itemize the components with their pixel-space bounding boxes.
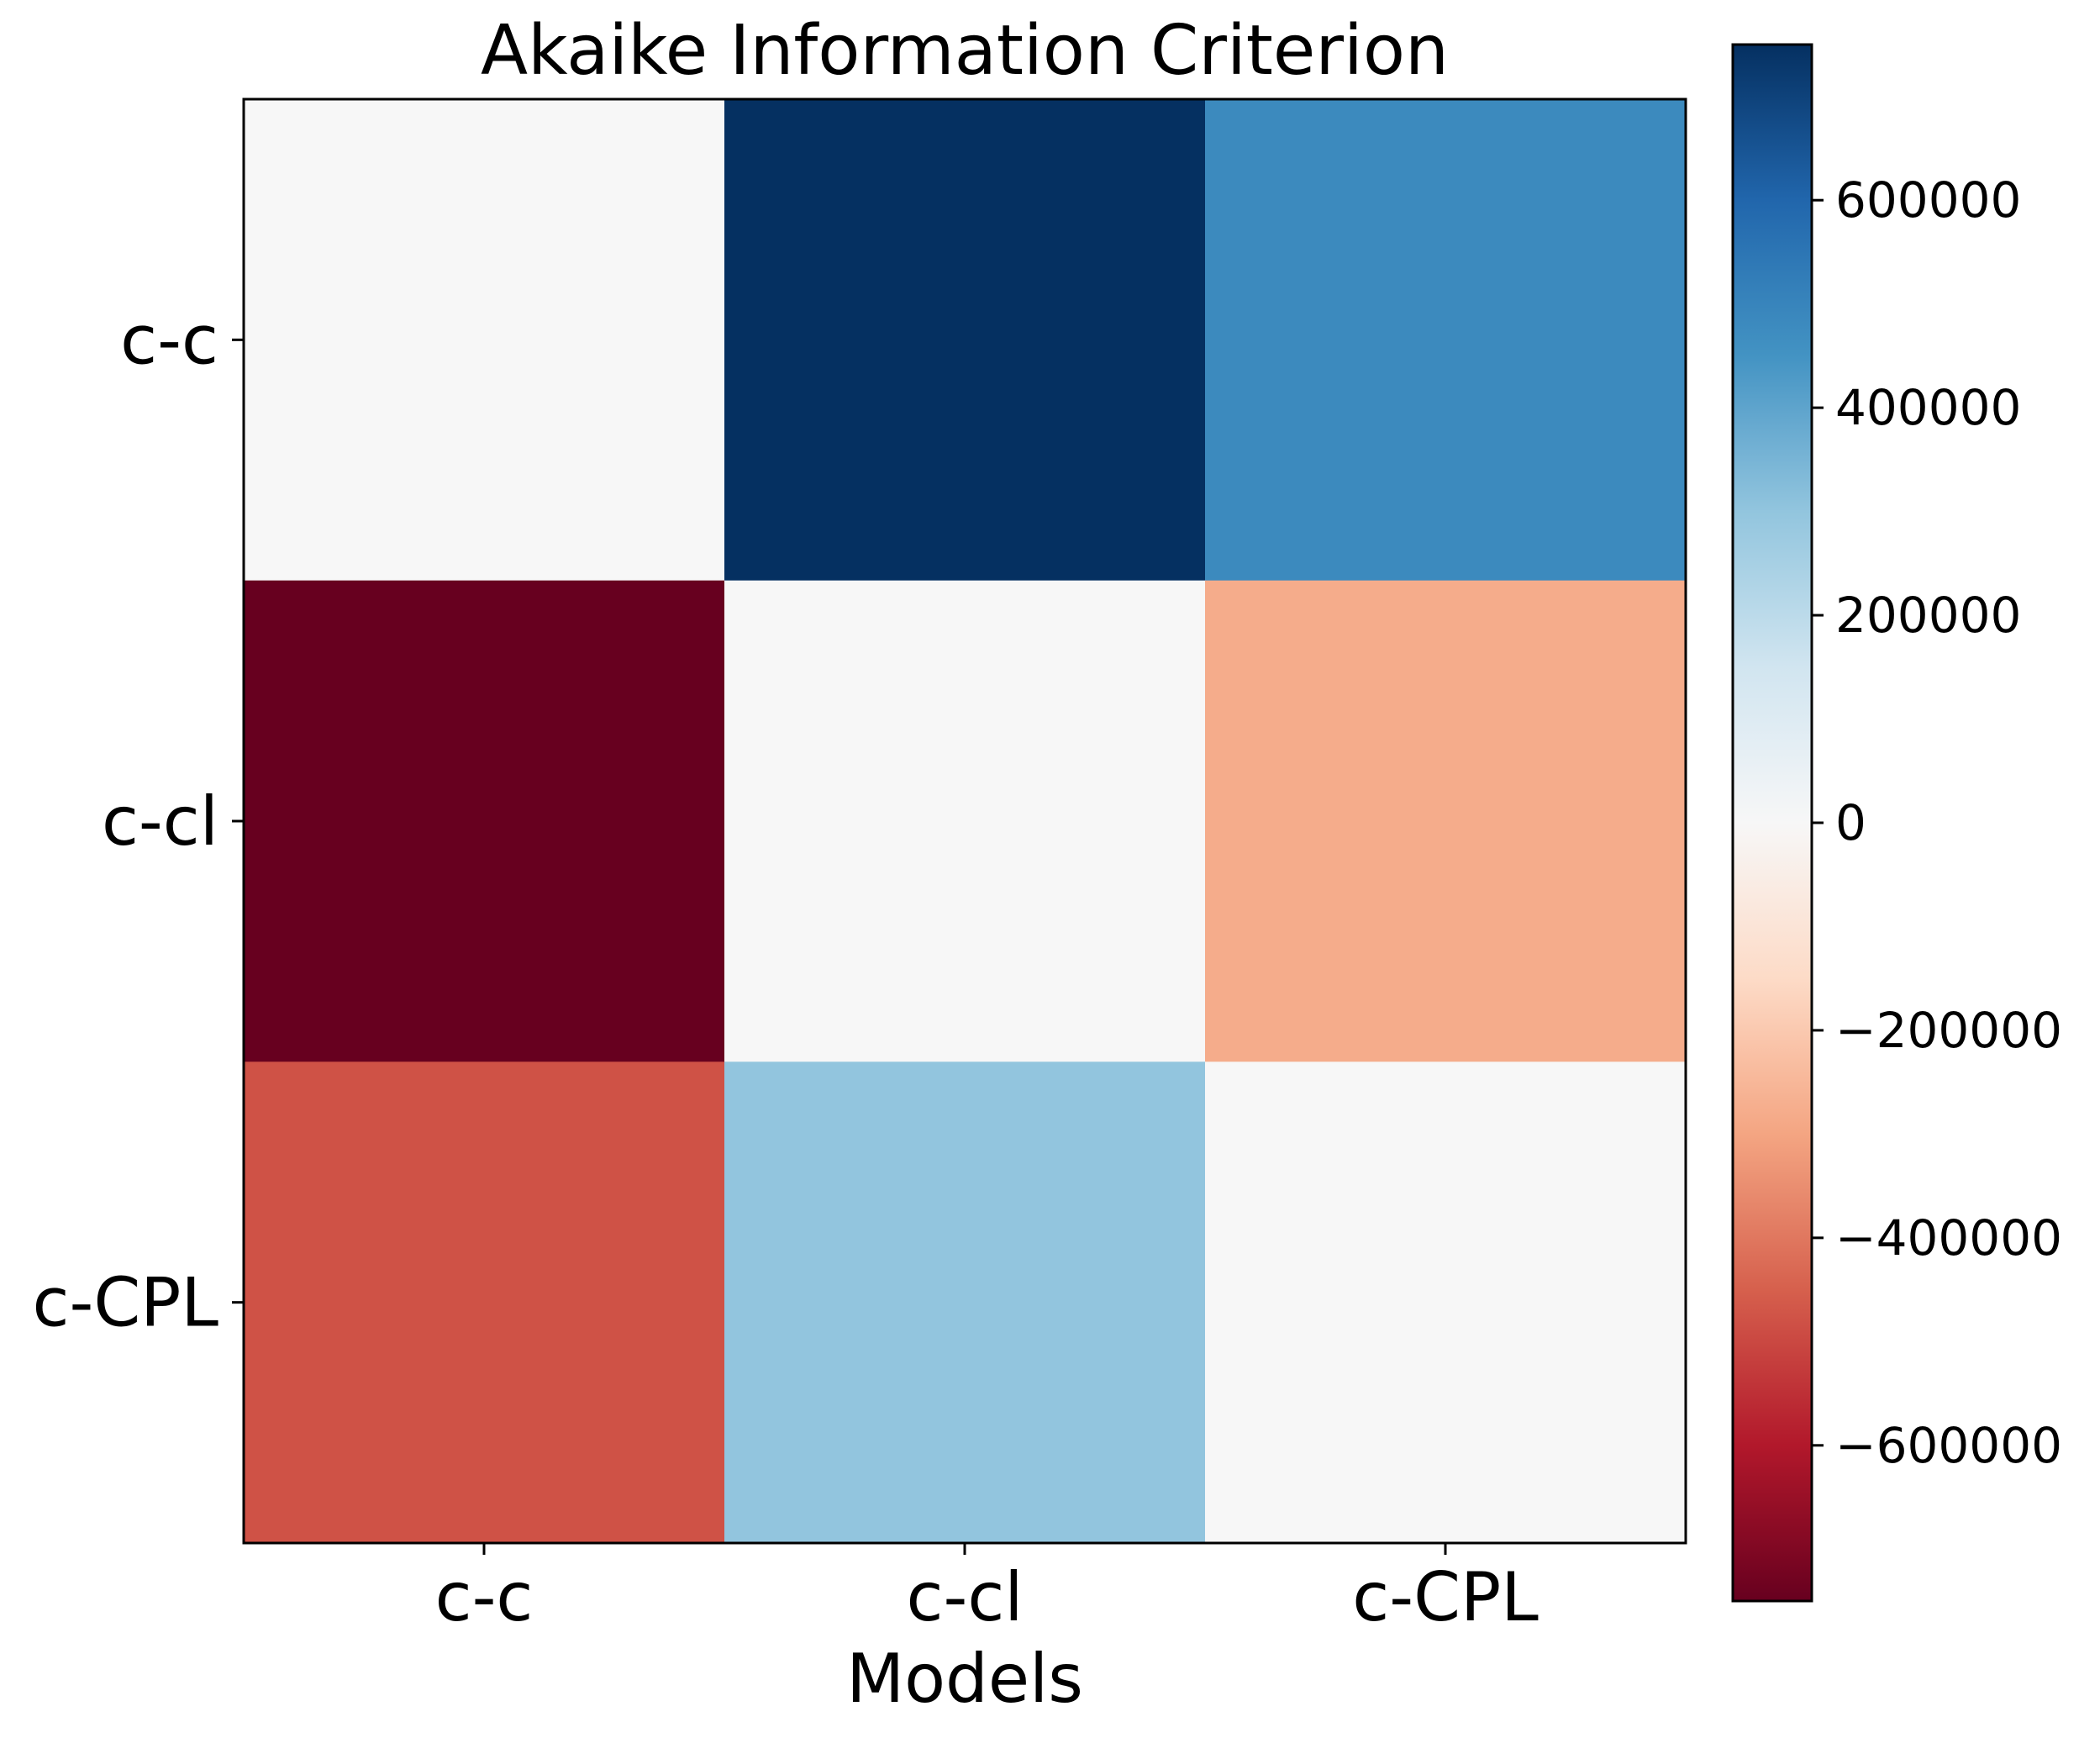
x-axis-label: Models <box>846 1640 1083 1718</box>
colorbar-tick-label: 400000 <box>1835 379 2021 436</box>
colorbar-tick-label: −200000 <box>1835 1002 2062 1059</box>
colorbar-tick-label: 600000 <box>1835 171 2021 229</box>
heatmap-cell <box>244 580 725 1062</box>
x-tick-label: c-CPL <box>1352 1558 1539 1636</box>
chart-title: Akaike Information Criterion <box>481 11 1449 91</box>
heatmap-cells <box>244 99 1687 1544</box>
heatmap-cell <box>244 1061 725 1544</box>
colorbar-ticks: 600000 400000 200000 0 −200000 −400000 −600000 <box>1812 171 2062 1474</box>
heatmap-cell <box>724 1061 1206 1544</box>
colorbar-tick-label: −400000 <box>1835 1209 2062 1267</box>
colorbar-tick-label: −600000 <box>1835 1417 2062 1474</box>
colorbar-tick-label: 0 <box>1835 794 1866 851</box>
colorbar <box>1731 43 1813 1603</box>
colorbar-tick-label: 200000 <box>1835 587 2021 644</box>
x-tick-label: c-cl <box>906 1558 1023 1636</box>
y-tick-label: c-CPL <box>32 1264 218 1342</box>
y-tick-label: c-c <box>120 301 218 379</box>
heatmap-cell <box>724 580 1206 1062</box>
x-tick-label: c-c <box>435 1558 534 1636</box>
y-tick-label: c-cl <box>102 782 218 861</box>
heatmap-cell <box>724 99 1206 582</box>
heatmap-cell <box>1205 99 1687 582</box>
heatmap-cell <box>244 99 725 582</box>
y-axis: c-c c-cl c-CPL <box>32 301 244 1342</box>
heatmap-cell <box>1205 580 1687 1062</box>
x-axis: c-c c-cl c-CPL <box>435 1543 1539 1636</box>
heatmap-cell <box>1205 1061 1687 1544</box>
